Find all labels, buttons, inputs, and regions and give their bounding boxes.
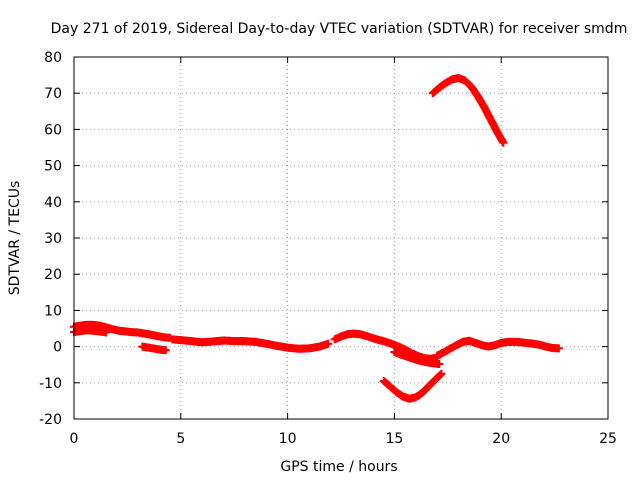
x-tick-label: 20 [492,431,510,447]
y-tick-label: 20 [44,267,62,283]
series-arc-4 [168,335,333,353]
series-arc-7 [433,336,563,360]
data-point [161,346,170,355]
data-point [436,370,445,379]
series-arc-8 [379,369,446,403]
y-axis-label: SDTVAR / TECUs [7,181,23,296]
series-arc-9 [428,73,508,147]
x-tick-label: 15 [385,431,403,447]
y-tick-label: 80 [44,50,62,66]
y-tick-label: 70 [44,86,62,102]
series-arc-2 [70,326,111,337]
x-axis-label: GPS time / hours [280,459,397,475]
axis-ticks: 0 5 10 15 20 25 -20 -10 0 10 20 30 40 50 60 70 80 [39,50,617,447]
y-tick-label: 60 [44,122,62,138]
data-point [437,369,446,378]
y-tick-label: 40 [44,195,62,211]
data-point [324,339,333,348]
series-arc-3 [138,342,170,355]
y-tick-label: -20 [39,412,62,428]
data-point [554,344,563,353]
chart-title: Day 271 of 2019, Sidereal Day-to-day VTE… [51,21,628,37]
data-point [102,328,111,337]
x-tick-label: 25 [599,431,617,447]
series-arc-6 [390,348,444,368]
y-tick-label: -10 [39,376,62,392]
data-point [435,359,444,368]
x-tick-label: 10 [279,431,297,447]
data-points [70,73,563,403]
x-tick-label: 0 [70,431,79,447]
data-point [499,138,508,147]
series-arc-5 [330,329,442,363]
y-tick-label: 30 [44,231,62,247]
x-tick-label: 5 [176,431,185,447]
y-tick-label: 0 [53,340,62,356]
grid-lines [74,57,608,419]
y-tick-label: 10 [44,303,62,319]
y-tick-label: 50 [44,159,62,175]
